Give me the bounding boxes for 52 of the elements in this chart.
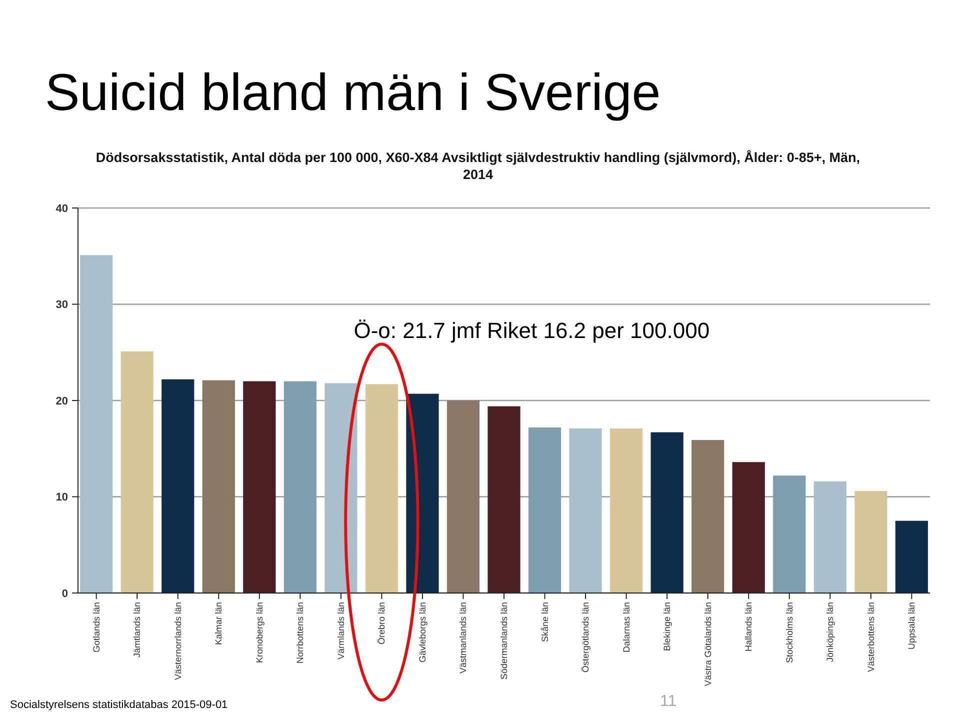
x-tick-label: Södermanlands län	[499, 602, 509, 680]
x-tick-label: Norrbottens län	[295, 602, 306, 664]
y-tick-label: 40	[56, 202, 68, 215]
x-tick-label: Kalmar län	[214, 602, 224, 646]
bar	[569, 428, 602, 593]
x-tick-label: Kronobergs län	[254, 602, 264, 664]
bar	[528, 427, 562, 593]
x-tick-label: Stockholms län	[784, 602, 794, 664]
x-tick-label: Jönköpings län	[825, 602, 836, 662]
y-tick-label: 0	[62, 588, 68, 600]
bar	[406, 394, 439, 593]
bar	[324, 383, 358, 593]
y-tick-label: 30	[56, 299, 68, 312]
x-tick-label: Blekinge län	[662, 602, 672, 652]
x-tick-label: Västra Götalands län	[702, 602, 713, 686]
bar	[202, 380, 235, 593]
bar	[732, 462, 765, 593]
y-tick-label: 20	[56, 395, 68, 408]
x-tick-label: Örebro län	[376, 602, 387, 645]
bar	[692, 440, 724, 593]
bar	[446, 400, 480, 593]
bar	[162, 379, 194, 593]
x-tick-label: Uppsala län	[906, 602, 917, 650]
bar	[773, 476, 806, 593]
bar	[610, 428, 643, 593]
chart-title: Suicid bland män i Sverige	[45, 64, 661, 122]
text: 11	[660, 693, 677, 710]
x-tick-label: Dalarnas län	[621, 602, 632, 653]
chart-subtitle: Dödsorsaksstatistik, Antal döda per 100 000, X60-X84 Avsiktligt självdestruktiv handling (självmord), Ålder: 0-85+, Män, 2014	[96, 150, 860, 182]
x-tick-label: Gävleborgs län	[417, 602, 428, 663]
annotation: Ö-o: 21.7 jmf Riket 16.2 per 100.000	[354, 318, 710, 343]
x-tick-label: Hallands län	[744, 602, 754, 652]
bar	[488, 406, 520, 593]
bar	[243, 381, 276, 593]
x-tick-label: Östergötlands län	[580, 602, 591, 673]
x-tick-label: Värmlands län	[336, 602, 346, 660]
bar	[120, 351, 154, 593]
x-tick-label: Västernorrlands län	[172, 602, 183, 680]
x-tick-label: Västerbottens län	[866, 602, 876, 672]
x-tick-label: Skåne län	[540, 602, 550, 642]
x-tick-label: Gotlands län	[91, 602, 102, 653]
bar	[365, 384, 398, 593]
text: Socialstyrelsens statistikdatabas 2015-09-01	[10, 699, 228, 711]
bar	[284, 381, 316, 593]
y-tick-label: 10	[56, 492, 68, 504]
x-tick-label: Västmanlands län	[458, 602, 468, 674]
bar	[80, 255, 113, 593]
x-tick-label: Jämtlands län	[132, 602, 142, 658]
bar	[895, 520, 928, 593]
bar	[854, 490, 888, 593]
bar	[650, 432, 684, 593]
bar	[814, 481, 846, 593]
